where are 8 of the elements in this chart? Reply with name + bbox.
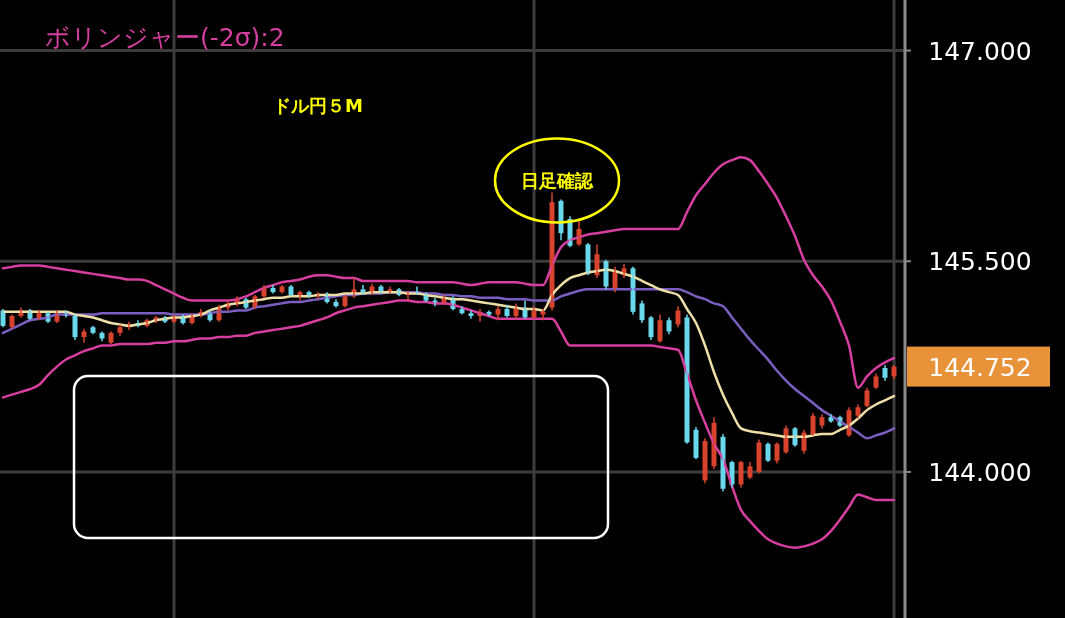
text: 144.752 [928,352,1032,382]
y-tick-label: 147.000 [928,36,1032,66]
line-series [1,156,896,389]
y-tick-label: 145.500 [928,247,1032,277]
annotation: 日足確認 [521,169,594,191]
y-tick-label: 144.000 [928,457,1032,487]
text: ボリンジャー(-2σ):2 [45,23,285,52]
text: ドル円５M [273,95,363,116]
